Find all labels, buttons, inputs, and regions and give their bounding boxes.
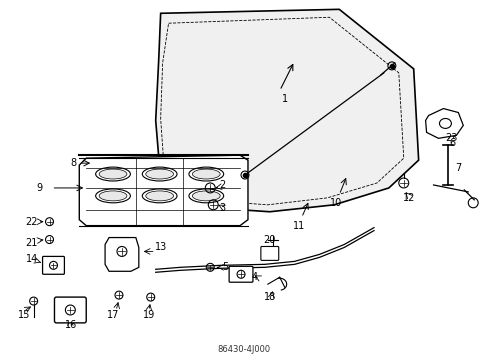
Text: 20: 20 (263, 234, 275, 244)
Ellipse shape (188, 189, 223, 203)
FancyBboxPatch shape (260, 247, 278, 260)
Ellipse shape (439, 118, 450, 129)
Ellipse shape (192, 191, 220, 201)
Text: 21: 21 (25, 238, 38, 248)
Text: 14: 14 (25, 255, 38, 264)
Text: 6: 6 (448, 138, 454, 148)
Text: 12: 12 (402, 193, 414, 203)
Text: 17: 17 (106, 310, 119, 320)
Text: 23: 23 (444, 133, 457, 143)
Ellipse shape (145, 191, 173, 201)
Text: 8: 8 (70, 158, 76, 168)
FancyBboxPatch shape (54, 297, 86, 323)
Polygon shape (79, 155, 247, 226)
Text: 4: 4 (251, 272, 258, 282)
Polygon shape (155, 9, 418, 212)
Text: 11: 11 (293, 221, 305, 231)
FancyBboxPatch shape (42, 256, 64, 274)
Ellipse shape (96, 189, 130, 203)
Polygon shape (425, 109, 462, 138)
Ellipse shape (192, 169, 220, 179)
Ellipse shape (99, 169, 127, 179)
Text: 3: 3 (219, 203, 225, 213)
Text: 18: 18 (263, 292, 275, 302)
Text: 13: 13 (154, 243, 166, 252)
Text: 5: 5 (222, 262, 228, 272)
Text: 15: 15 (18, 310, 30, 320)
Text: 86430-4J000: 86430-4J000 (217, 345, 270, 354)
Text: 2: 2 (219, 180, 225, 190)
Ellipse shape (142, 189, 177, 203)
Ellipse shape (145, 169, 173, 179)
Text: 7: 7 (454, 163, 461, 173)
Text: 10: 10 (329, 198, 342, 208)
Text: 19: 19 (142, 310, 155, 320)
Ellipse shape (188, 167, 223, 181)
Ellipse shape (96, 167, 130, 181)
Text: 16: 16 (65, 320, 77, 330)
Text: 22: 22 (25, 217, 38, 227)
Polygon shape (105, 238, 139, 271)
FancyBboxPatch shape (229, 266, 252, 282)
Text: 1: 1 (281, 94, 287, 104)
Ellipse shape (142, 167, 177, 181)
Ellipse shape (99, 191, 127, 201)
Text: 9: 9 (37, 183, 42, 193)
